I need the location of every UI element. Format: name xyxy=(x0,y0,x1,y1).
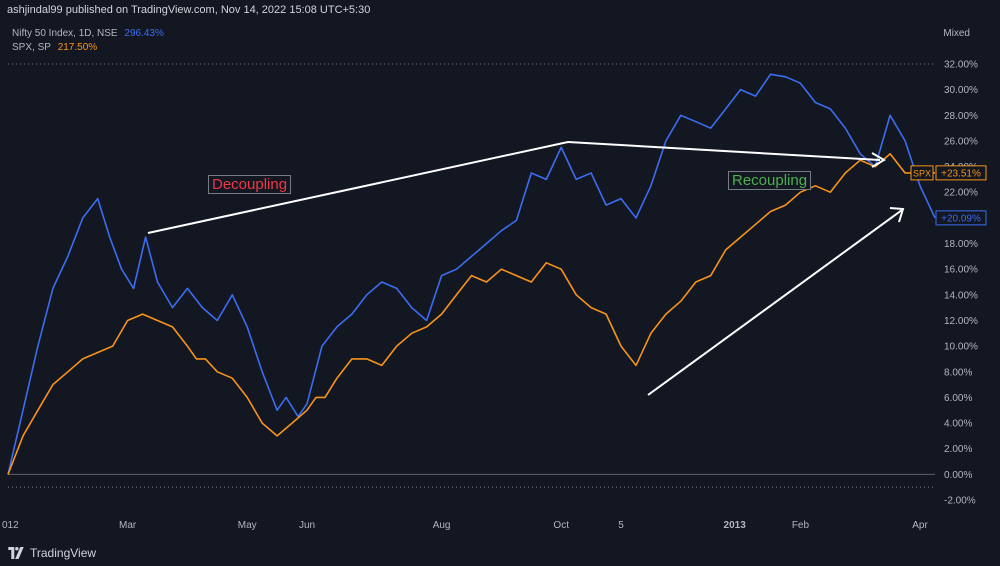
convergence-trend-line xyxy=(567,141,881,161)
y-tick-label: 32.00% xyxy=(944,60,978,71)
arrowhead-up xyxy=(889,207,905,223)
x-tick-label: 5 xyxy=(618,520,624,531)
y-tick-label: -2.00% xyxy=(944,496,976,507)
y-tick-label: 16.00% xyxy=(944,265,978,276)
y-tick-label: 12.00% xyxy=(944,316,978,327)
x-tick-label: Jun xyxy=(299,520,315,531)
x-tick-label: Aug xyxy=(433,520,451,531)
legend-spx-value: 217.50% xyxy=(57,42,98,53)
y-tick-label: 22.00% xyxy=(944,188,978,199)
tradingview-logo-icon xyxy=(8,547,24,559)
y-tick-label: 2.00% xyxy=(944,444,972,455)
arrowhead-right xyxy=(871,152,886,168)
footer: TradingView xyxy=(8,546,96,560)
legend-spx-name: SPX, SP xyxy=(12,42,51,53)
decoupling-trend-line xyxy=(147,141,569,234)
y-tick-label: 26.00% xyxy=(944,136,978,147)
footer-brand: TradingView xyxy=(30,546,97,560)
nifty-last-value-box xyxy=(935,210,987,226)
x-tick-label: 012 xyxy=(2,520,19,531)
legend-nifty-value: 296.43% xyxy=(124,28,164,39)
publisher-line: ashjindal99 published on TradingView.com… xyxy=(7,4,371,16)
y-tick-label: 28.00% xyxy=(944,111,978,122)
decoupling-label: Decoupling xyxy=(208,175,292,194)
y-tick-label: 0.00% xyxy=(944,470,972,481)
x-tick-label: Feb xyxy=(792,520,810,531)
y-tick-label: 14.00% xyxy=(944,290,978,301)
legend-nifty[interactable]: Nifty 50 Index, 1D, NSE 296.43% xyxy=(12,27,168,41)
series-line-spx xyxy=(7,153,935,475)
x-tick-label: 2013 xyxy=(724,520,747,531)
y-tick-label: 6.00% xyxy=(944,393,972,404)
y-tick-label: 4.00% xyxy=(944,419,972,430)
recoupling-label: Recoupling xyxy=(728,171,812,190)
y-tick-label: 18.00% xyxy=(944,239,978,250)
chart-legend: Nifty 50 Index, 1D, NSE 296.43% SPX, SP … xyxy=(12,27,168,55)
y-tick-label: 8.00% xyxy=(944,367,972,378)
header-bar: ashjindal99 published on TradingView.com… xyxy=(0,0,1000,22)
spx-tag-box xyxy=(910,165,934,181)
x-tick-label: Apr xyxy=(912,520,928,531)
nifty-last-value-label: +20.09% xyxy=(941,213,981,224)
x-tick-label: Mar xyxy=(119,520,137,531)
spx-last-value-box xyxy=(935,165,987,181)
legend-spx[interactable]: SPX, SP 217.50% xyxy=(12,41,168,55)
spx-last-value-label: +23.51% xyxy=(941,168,981,179)
legend-nifty-name: Nifty 50 Index, 1D, NSE xyxy=(12,28,118,39)
recoupling-trend-line xyxy=(647,209,903,396)
y-tick-label: 30.00% xyxy=(944,85,978,96)
spx-tag-label: SPX xyxy=(913,168,931,178)
x-tick-label: Oct xyxy=(553,520,569,531)
series-line-nifty xyxy=(7,73,936,475)
x-tick-label: May xyxy=(238,520,257,531)
scale-mode-label[interactable]: Mixed xyxy=(943,28,970,39)
y-tick-label: 10.00% xyxy=(944,342,978,353)
